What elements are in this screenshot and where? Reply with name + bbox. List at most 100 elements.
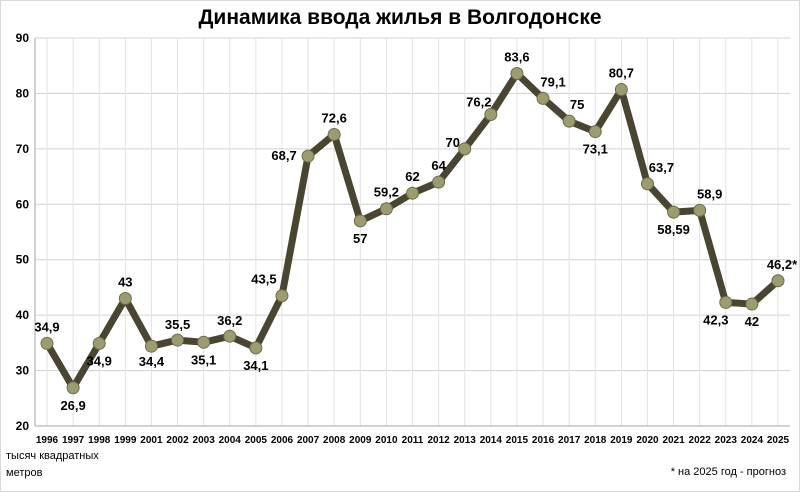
data-label: 59,2 xyxy=(374,185,399,200)
data-point xyxy=(667,205,681,219)
y-tick-label: 80 xyxy=(16,86,30,100)
data-point xyxy=(406,186,419,200)
y-tick-label: 50 xyxy=(16,253,30,267)
x-tick-label: 2001 xyxy=(140,435,163,446)
data-point xyxy=(92,336,106,350)
data-point xyxy=(275,289,289,303)
x-tick-label: 2002 xyxy=(166,435,189,446)
data-point xyxy=(171,333,185,347)
data-label: 35,5 xyxy=(165,317,190,332)
y-tick-label: 60 xyxy=(16,197,30,211)
data-label: 34,9 xyxy=(87,353,112,368)
data-point xyxy=(249,341,263,355)
y-axis-unit-label: тысяч квадратных метров xyxy=(6,450,99,479)
data-point xyxy=(614,83,628,97)
data-label: 26,9 xyxy=(60,398,85,413)
x-tick-label: 2016 xyxy=(532,435,555,446)
data-label: 42 xyxy=(745,314,759,329)
data-label: 76,2 xyxy=(466,94,491,109)
data-point xyxy=(719,295,733,309)
data-point xyxy=(327,127,341,141)
data-point xyxy=(353,214,367,228)
data-label: 80,7 xyxy=(609,66,634,81)
y-tick-label: 20 xyxy=(16,419,30,433)
data-label: 64 xyxy=(431,158,446,173)
data-point xyxy=(223,329,237,343)
forecast-footnote: * на 2025 год - прогноз xyxy=(670,466,786,478)
y-tick-label: 90 xyxy=(16,31,30,45)
data-point xyxy=(588,125,602,139)
data-point xyxy=(118,292,132,306)
data-label: 34,9 xyxy=(34,319,59,334)
data-point xyxy=(536,91,550,105)
x-tick-label: 1999 xyxy=(114,435,137,446)
chart-title: Динамика ввода жилья в Волгодонске xyxy=(198,6,602,29)
data-point xyxy=(484,107,498,121)
data-point xyxy=(771,274,785,288)
data-label: 43 xyxy=(118,275,132,290)
x-tick-label: 2014 xyxy=(480,435,503,446)
x-tick-label: 2023 xyxy=(715,435,738,446)
data-point xyxy=(562,114,576,128)
x-tick-label: 2025 xyxy=(767,435,790,446)
x-tick-label: 2018 xyxy=(584,435,607,446)
x-tick-label: 2008 xyxy=(323,435,346,446)
data-label: 46,2* xyxy=(767,257,798,272)
data-label: 57 xyxy=(353,231,367,246)
data-label: 70 xyxy=(445,135,459,150)
x-tick-label: 2012 xyxy=(427,435,450,446)
x-tick-label: 2007 xyxy=(297,435,320,446)
data-point xyxy=(144,339,158,353)
y-tick-label: 70 xyxy=(16,142,30,156)
data-point xyxy=(432,175,446,189)
data-point xyxy=(301,149,315,163)
x-tick-label: 2005 xyxy=(245,435,268,446)
data-point xyxy=(40,336,54,350)
data-point xyxy=(640,177,654,191)
x-tick-label: 2021 xyxy=(662,435,685,446)
x-tick-label: 2024 xyxy=(741,435,764,446)
x-tick-label: 2010 xyxy=(375,435,398,446)
data-point xyxy=(379,202,393,216)
data-label: 36,2 xyxy=(217,313,242,328)
data-label: 73,1 xyxy=(583,142,608,157)
y-tick-label: 40 xyxy=(16,308,30,322)
data-label: 63,7 xyxy=(649,160,674,175)
x-tick-label: 2022 xyxy=(689,435,712,446)
data-label: 58,9 xyxy=(697,186,722,201)
x-tick-label: 2019 xyxy=(610,435,633,446)
data-point xyxy=(66,381,80,395)
x-tick-label: 1997 xyxy=(62,435,85,446)
x-tick-label: 1996 xyxy=(36,435,59,446)
x-tick-label: 2009 xyxy=(349,435,372,446)
data-point xyxy=(458,142,472,156)
y-tick-label: 30 xyxy=(16,364,30,378)
data-label: 35,1 xyxy=(191,352,216,367)
x-tick-label: 2011 xyxy=(402,435,424,446)
data-point xyxy=(745,297,759,311)
data-label: 34,1 xyxy=(243,358,268,373)
x-tick-label: 2006 xyxy=(271,435,294,446)
data-label: 43,5 xyxy=(251,272,276,287)
x-tick-label: 2004 xyxy=(219,435,242,446)
data-point xyxy=(510,66,524,80)
x-tick-label: 2013 xyxy=(454,435,477,446)
x-tick-label: 2020 xyxy=(636,435,659,446)
x-tick-label: 2017 xyxy=(558,435,581,446)
x-tick-label: 2003 xyxy=(193,435,216,446)
data-label: 34,4 xyxy=(139,354,165,369)
data-label: 68,7 xyxy=(271,148,296,163)
data-label: 83,6 xyxy=(504,49,529,64)
data-label: 62 xyxy=(405,169,419,184)
data-point xyxy=(693,203,707,217)
data-label: 72,6 xyxy=(322,110,347,125)
x-tick-label: 2015 xyxy=(506,435,529,446)
data-point xyxy=(197,335,211,349)
x-tick-label: 1998 xyxy=(88,435,111,446)
data-label: 75 xyxy=(570,97,584,112)
data-label: 42,3 xyxy=(703,312,728,327)
data-label: 79,1 xyxy=(540,74,565,89)
data-label: 58,59 xyxy=(657,222,690,237)
